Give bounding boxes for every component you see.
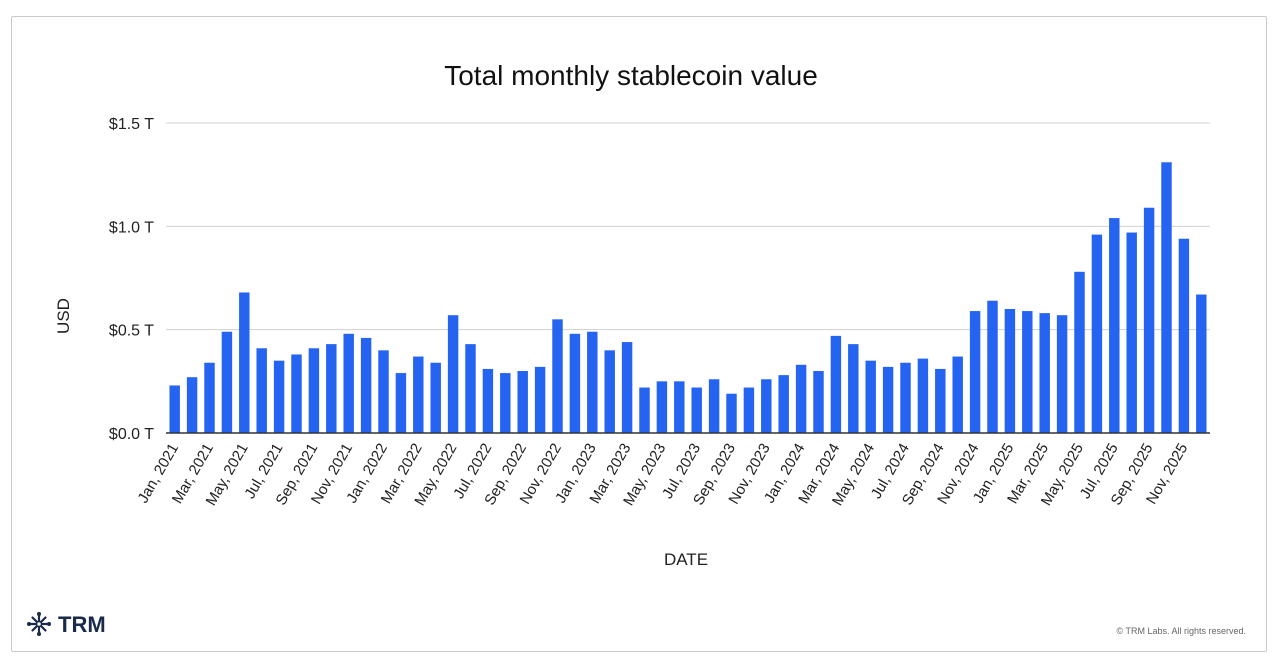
bar bbox=[569, 333, 581, 433]
bar bbox=[204, 362, 215, 433]
bar bbox=[813, 371, 824, 433]
copyright-text: © TRM Labs. All rights reserved. bbox=[1116, 626, 1246, 636]
bars bbox=[169, 162, 1207, 433]
bar bbox=[761, 379, 772, 433]
bar bbox=[830, 335, 842, 433]
bar bbox=[639, 387, 650, 433]
bar bbox=[674, 381, 685, 433]
bar bbox=[326, 344, 337, 433]
bar bbox=[1161, 162, 1172, 433]
bar bbox=[1004, 309, 1016, 433]
bar bbox=[1178, 238, 1190, 433]
bar bbox=[587, 331, 598, 433]
bar bbox=[430, 362, 441, 433]
y-tick-label: $1.0 T bbox=[109, 219, 154, 236]
chart-title: Total monthly stablecoin value bbox=[444, 60, 818, 91]
bar bbox=[378, 350, 389, 433]
bar bbox=[239, 292, 250, 433]
bar bbox=[656, 381, 668, 433]
bar bbox=[691, 387, 702, 433]
bar bbox=[621, 342, 633, 433]
logo-text: TRM bbox=[58, 612, 106, 637]
bar bbox=[1126, 232, 1137, 433]
bar bbox=[517, 371, 528, 433]
bar bbox=[900, 362, 911, 433]
bar bbox=[186, 377, 198, 433]
bar bbox=[726, 393, 737, 433]
bar bbox=[795, 364, 807, 433]
bar bbox=[1074, 271, 1085, 433]
bar bbox=[778, 375, 789, 433]
bar bbox=[291, 354, 302, 433]
bar bbox=[1056, 315, 1068, 433]
bar bbox=[1091, 234, 1103, 433]
bar bbox=[865, 360, 876, 433]
bar bbox=[273, 360, 285, 433]
bar bbox=[969, 311, 981, 433]
bar bbox=[708, 379, 720, 433]
bar bbox=[604, 350, 615, 433]
bar bbox=[987, 300, 998, 433]
bar bbox=[848, 344, 859, 433]
bar bbox=[413, 356, 424, 433]
bar bbox=[1039, 313, 1050, 433]
bar bbox=[169, 385, 180, 433]
bar bbox=[743, 387, 755, 433]
y-tick-label: $0.5 T bbox=[109, 323, 154, 340]
bar bbox=[360, 337, 372, 433]
bar bbox=[917, 358, 929, 433]
y-axis-ticks: $0.0 T $0.5 T $1.0 T $1.5 T bbox=[109, 116, 154, 443]
bar bbox=[935, 368, 946, 433]
bar bbox=[447, 315, 459, 433]
bar bbox=[534, 366, 546, 433]
bar bbox=[256, 348, 267, 433]
y-tick-label: $1.5 T bbox=[109, 116, 154, 133]
bar bbox=[1196, 294, 1207, 433]
bar bbox=[552, 319, 563, 433]
y-axis-label: USD bbox=[54, 298, 73, 334]
bar bbox=[1143, 207, 1155, 433]
bar bbox=[395, 373, 407, 433]
bar bbox=[482, 368, 494, 433]
bar bbox=[343, 333, 354, 433]
bar bbox=[221, 331, 233, 433]
bar bbox=[500, 373, 511, 433]
bar bbox=[308, 348, 320, 433]
trm-logo-icon bbox=[27, 612, 51, 636]
bar bbox=[952, 356, 963, 433]
bar bbox=[465, 344, 476, 433]
bar bbox=[1109, 218, 1120, 433]
y-tick-label: $0.0 T bbox=[109, 426, 154, 443]
bar bbox=[882, 366, 894, 433]
gridlines bbox=[166, 122, 1210, 331]
bar bbox=[1022, 311, 1033, 433]
x-axis-label: DATE bbox=[664, 550, 708, 569]
